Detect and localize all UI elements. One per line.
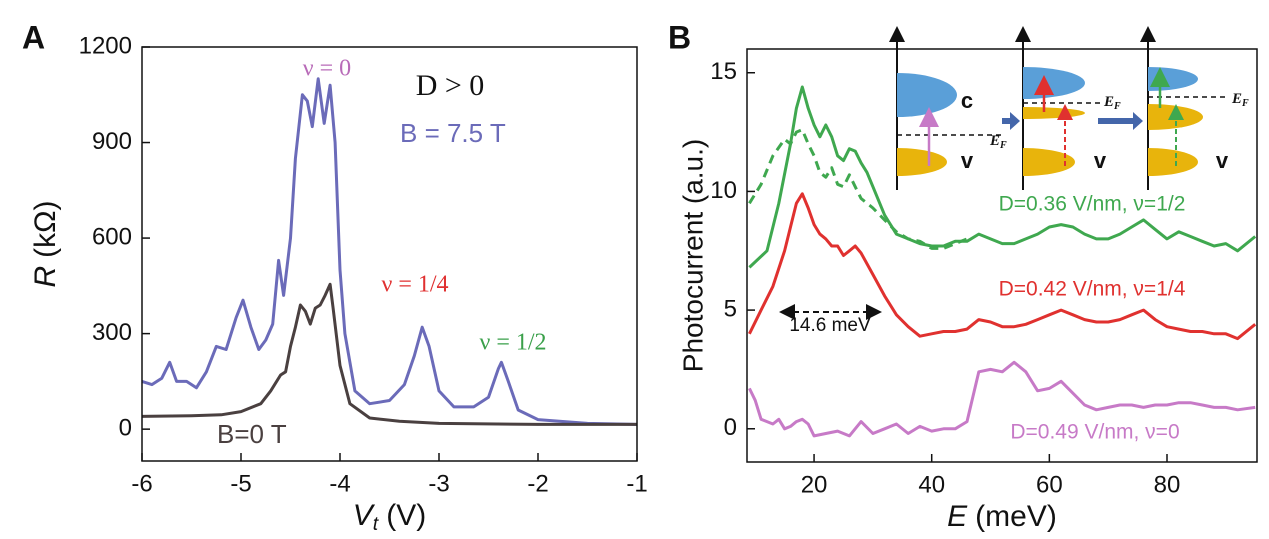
x-axis-label-symbol: V (353, 499, 376, 532)
y-tick-label: 300 (92, 319, 132, 346)
series-label: B=0 T (217, 419, 287, 449)
y-tick-label: 5 (724, 295, 737, 322)
band-label: v (961, 148, 974, 173)
series-line (748, 128, 968, 250)
x-tick-label: -2 (527, 470, 548, 497)
x-axis-label-unit: (V) (386, 499, 426, 532)
y-axis-label-unit: (kΩ) (29, 200, 62, 257)
band-label: c (961, 88, 973, 113)
x-axis-label-symbol: E (947, 500, 968, 533)
annotation: 14.6 meV (789, 315, 871, 336)
x-tick-label: -6 (131, 470, 152, 497)
fermi-symbol: E (1103, 94, 1114, 110)
x-axis-label-subscript: t (373, 513, 380, 534)
x-tick-label: -3 (428, 470, 449, 497)
series-label: D=0.49 V/nm, ν=0 (1010, 421, 1179, 444)
band (1148, 148, 1198, 176)
step-arrow (1098, 112, 1143, 130)
fermi-symbol: E (1231, 91, 1242, 107)
y-axis-label-symbol: R (29, 266, 62, 288)
y-tick-label: 0 (724, 414, 737, 441)
y-tick-label: 0 (119, 414, 132, 441)
x-tick-label: 40 (918, 471, 945, 498)
x-tick-label: -4 (329, 470, 350, 497)
fermi-symbol: E (989, 133, 1000, 149)
annotation: ν = 0 (303, 56, 351, 82)
annotation: D > 0 (416, 69, 485, 102)
fermi-subscript: F (1241, 98, 1249, 109)
x-tick-label: -5 (230, 470, 251, 497)
annotation: ν = 1/2 (479, 330, 546, 356)
panel-label: B (668, 19, 691, 55)
y-tick-label: 10 (710, 177, 737, 204)
series-line (748, 192, 1257, 341)
panel-label: A (22, 19, 45, 55)
x-axis-label-unit: (meV) (975, 500, 1057, 533)
y-tick-label: 600 (92, 223, 132, 250)
series-line (141, 77, 638, 426)
series-label: B = 7.5 T (400, 118, 506, 148)
x-axis-label: Vt (V) (353, 499, 426, 534)
series-label: D=0.42 V/nm, ν=1/4 (999, 278, 1186, 301)
series-line (748, 360, 1256, 438)
y-tick-label: 900 (92, 128, 132, 155)
plot-frame (746, 48, 1258, 463)
x-tick-label: 60 (1036, 471, 1063, 498)
step-arrow (1002, 112, 1020, 130)
band (1023, 148, 1075, 176)
series-label: D=0.36 V/nm, ν=1/2 (999, 193, 1186, 216)
fermi-label: EF (989, 133, 1007, 151)
x-tick-label: -1 (626, 470, 647, 497)
fermi-subscript: F (999, 140, 1007, 151)
x-tick-label: 20 (801, 471, 828, 498)
fermi-label: EF (1103, 94, 1121, 112)
band-label: v (1094, 148, 1107, 173)
y-axis-label: Photocurrent (a.u.) (677, 139, 708, 372)
fermi-label: EF (1231, 91, 1249, 109)
plot-frame (141, 46, 638, 462)
y-tick-label: 1200 (79, 32, 132, 59)
y-axis-label: R (kΩ) (29, 200, 62, 287)
x-axis-label: E (meV) (947, 500, 1057, 533)
series-line (141, 282, 637, 426)
y-tick-label: 15 (710, 58, 737, 85)
band-label: v (1216, 148, 1229, 173)
band (897, 73, 957, 117)
fermi-subscript: F (1113, 101, 1121, 112)
annotation: ν = 1/4 (381, 272, 448, 298)
x-tick-label: 80 (1154, 471, 1181, 498)
band (897, 148, 947, 176)
